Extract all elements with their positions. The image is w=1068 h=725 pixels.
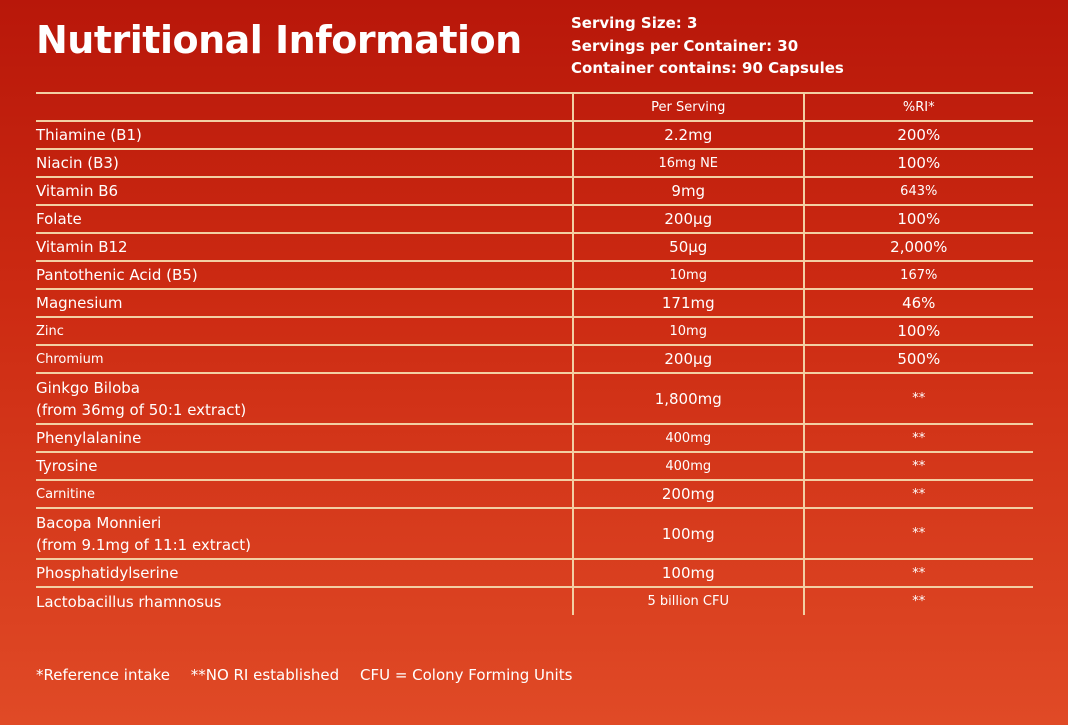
nutrient-name: Chromium — [36, 351, 104, 367]
per-serving-value: 50µg — [571, 233, 804, 261]
ri-value: ** — [802, 508, 1033, 559]
per-serving-value: 2.2mg — [571, 121, 804, 149]
header-ri: %RI* — [802, 93, 1033, 121]
table-row: Thiamine (B1) 2.2mg 200% — [36, 121, 1033, 149]
container-contents: Container contains: 90 Capsules — [571, 59, 844, 77]
footnote-ri: *Reference intake — [36, 666, 170, 684]
per-serving-value: 10mg — [571, 261, 804, 289]
nutrient-name-line1: Bacopa Monnieri — [36, 513, 162, 532]
nutrient-name: Zinc — [36, 323, 64, 339]
ri-value: 100% — [802, 205, 1033, 233]
per-serving-value: 9mg — [571, 177, 804, 205]
table-row: Ginkgo Biloba (from 36mg of 50:1 extract… — [36, 373, 1033, 424]
ri-value: 2,000% — [802, 233, 1033, 261]
per-serving-value: 10mg — [571, 317, 804, 345]
table-row: Chromium 200µg 500% — [36, 345, 1033, 373]
ri-value: ** — [802, 587, 1033, 615]
ri-value: ** — [802, 559, 1033, 587]
ri-value: 100% — [802, 149, 1033, 177]
per-serving-value: 200mg — [571, 480, 804, 508]
table-row: Zinc 10mg 100% — [36, 317, 1033, 345]
per-serving-value: 400mg — [571, 424, 804, 452]
footnotes: *Reference intake **NO RI established CF… — [36, 666, 588, 684]
table-row: Pantothenic Acid (B5) 10mg 167% — [36, 261, 1033, 289]
nutrient-name: Niacin (B3) — [36, 154, 119, 172]
nutrient-name: Thiamine (B1) — [36, 126, 142, 144]
ri-value: 46% — [802, 289, 1033, 317]
table-header-row: Per Serving %RI* — [36, 93, 1033, 121]
nutrient-name: Ginkgo Biloba (from 36mg of 50:1 extract… — [36, 373, 573, 424]
nutrient-name-line1: Ginkgo Biloba — [36, 378, 140, 397]
nutrient-name: Folate — [36, 210, 82, 228]
per-serving-value: 200µg — [571, 205, 804, 233]
serving-info: Serving Size: 3 Servings per Container: … — [571, 12, 844, 80]
table-row: Bacopa Monnieri (from 9.1mg of 11:1 extr… — [36, 508, 1033, 559]
nutrient-name: Carnitine — [36, 486, 95, 502]
ri-value: ** — [802, 424, 1033, 452]
nutrient-name: Phosphatidylserine — [36, 564, 179, 582]
ri-value: 643% — [802, 177, 1033, 205]
table-row: Carnitine 200mg ** — [36, 480, 1033, 508]
ri-value: ** — [802, 480, 1033, 508]
nutrient-name: Magnesium — [36, 294, 123, 312]
per-serving-value: 5 billion CFU — [571, 587, 804, 615]
ri-value: 167% — [802, 261, 1033, 289]
nutrient-name-line2: (from 9.1mg of 11:1 extract) — [36, 535, 252, 554]
table-row: Vitamin B12 50µg 2,000% — [36, 233, 1033, 261]
page-title: Nutritional Information — [36, 18, 522, 62]
per-serving-value: 200µg — [571, 345, 804, 373]
nutrient-name: Phenylalanine — [36, 429, 142, 447]
nutrient-name: Vitamin B12 — [36, 238, 128, 256]
table-row: Phenylalanine 400mg ** — [36, 424, 1033, 452]
nutrient-name: Vitamin B6 — [36, 182, 119, 200]
per-serving-value: 100mg — [571, 559, 804, 587]
table-row: Tyrosine 400mg ** — [36, 452, 1033, 480]
ri-value: 200% — [802, 121, 1033, 149]
servings-per-container: Servings per Container: 30 — [571, 36, 799, 55]
per-serving-value: 1,800mg — [571, 373, 804, 424]
footnote-no-ri: **NO RI established — [190, 666, 340, 684]
nutrient-name: Bacopa Monnieri (from 9.1mg of 11:1 extr… — [36, 508, 573, 559]
per-serving-value: 400mg — [571, 452, 804, 480]
ri-value: ** — [802, 373, 1033, 424]
table-row: Folate 200µg 100% — [36, 205, 1033, 233]
nutrition-table: Per Serving %RI* Thiamine (B1) 2.2mg 200… — [36, 92, 1033, 615]
table-row: Magnesium 171mg 46% — [36, 289, 1033, 317]
footnote-cfu: CFU = Colony Forming Units — [359, 666, 573, 684]
nutrient-name: Tyrosine — [36, 457, 98, 475]
table-row: Vitamin B6 9mg 643% — [36, 177, 1033, 205]
ri-value: 500% — [802, 345, 1033, 373]
per-serving-value: 100mg — [571, 508, 804, 559]
ri-value: ** — [802, 452, 1033, 480]
table-row: Niacin (B3) 16mg NE 100% — [36, 149, 1033, 177]
per-serving-value: 16mg NE — [571, 149, 804, 177]
serving-size: Serving Size: 3 — [571, 14, 698, 32]
table-row: Lactobacillus rhamnosus 5 billion CFU ** — [36, 587, 1033, 615]
nutrient-name: Pantothenic Acid (B5) — [36, 266, 198, 284]
header-name — [36, 93, 573, 121]
nutrient-name-line2: (from 36mg of 50:1 extract) — [36, 400, 247, 419]
per-serving-value: 171mg — [571, 289, 804, 317]
nutrient-name: Lactobacillus rhamnosus — [36, 592, 222, 611]
header-per-serving: Per Serving — [571, 93, 804, 121]
ri-value: 100% — [802, 317, 1033, 345]
table-row: Phosphatidylserine 100mg ** — [36, 559, 1033, 587]
